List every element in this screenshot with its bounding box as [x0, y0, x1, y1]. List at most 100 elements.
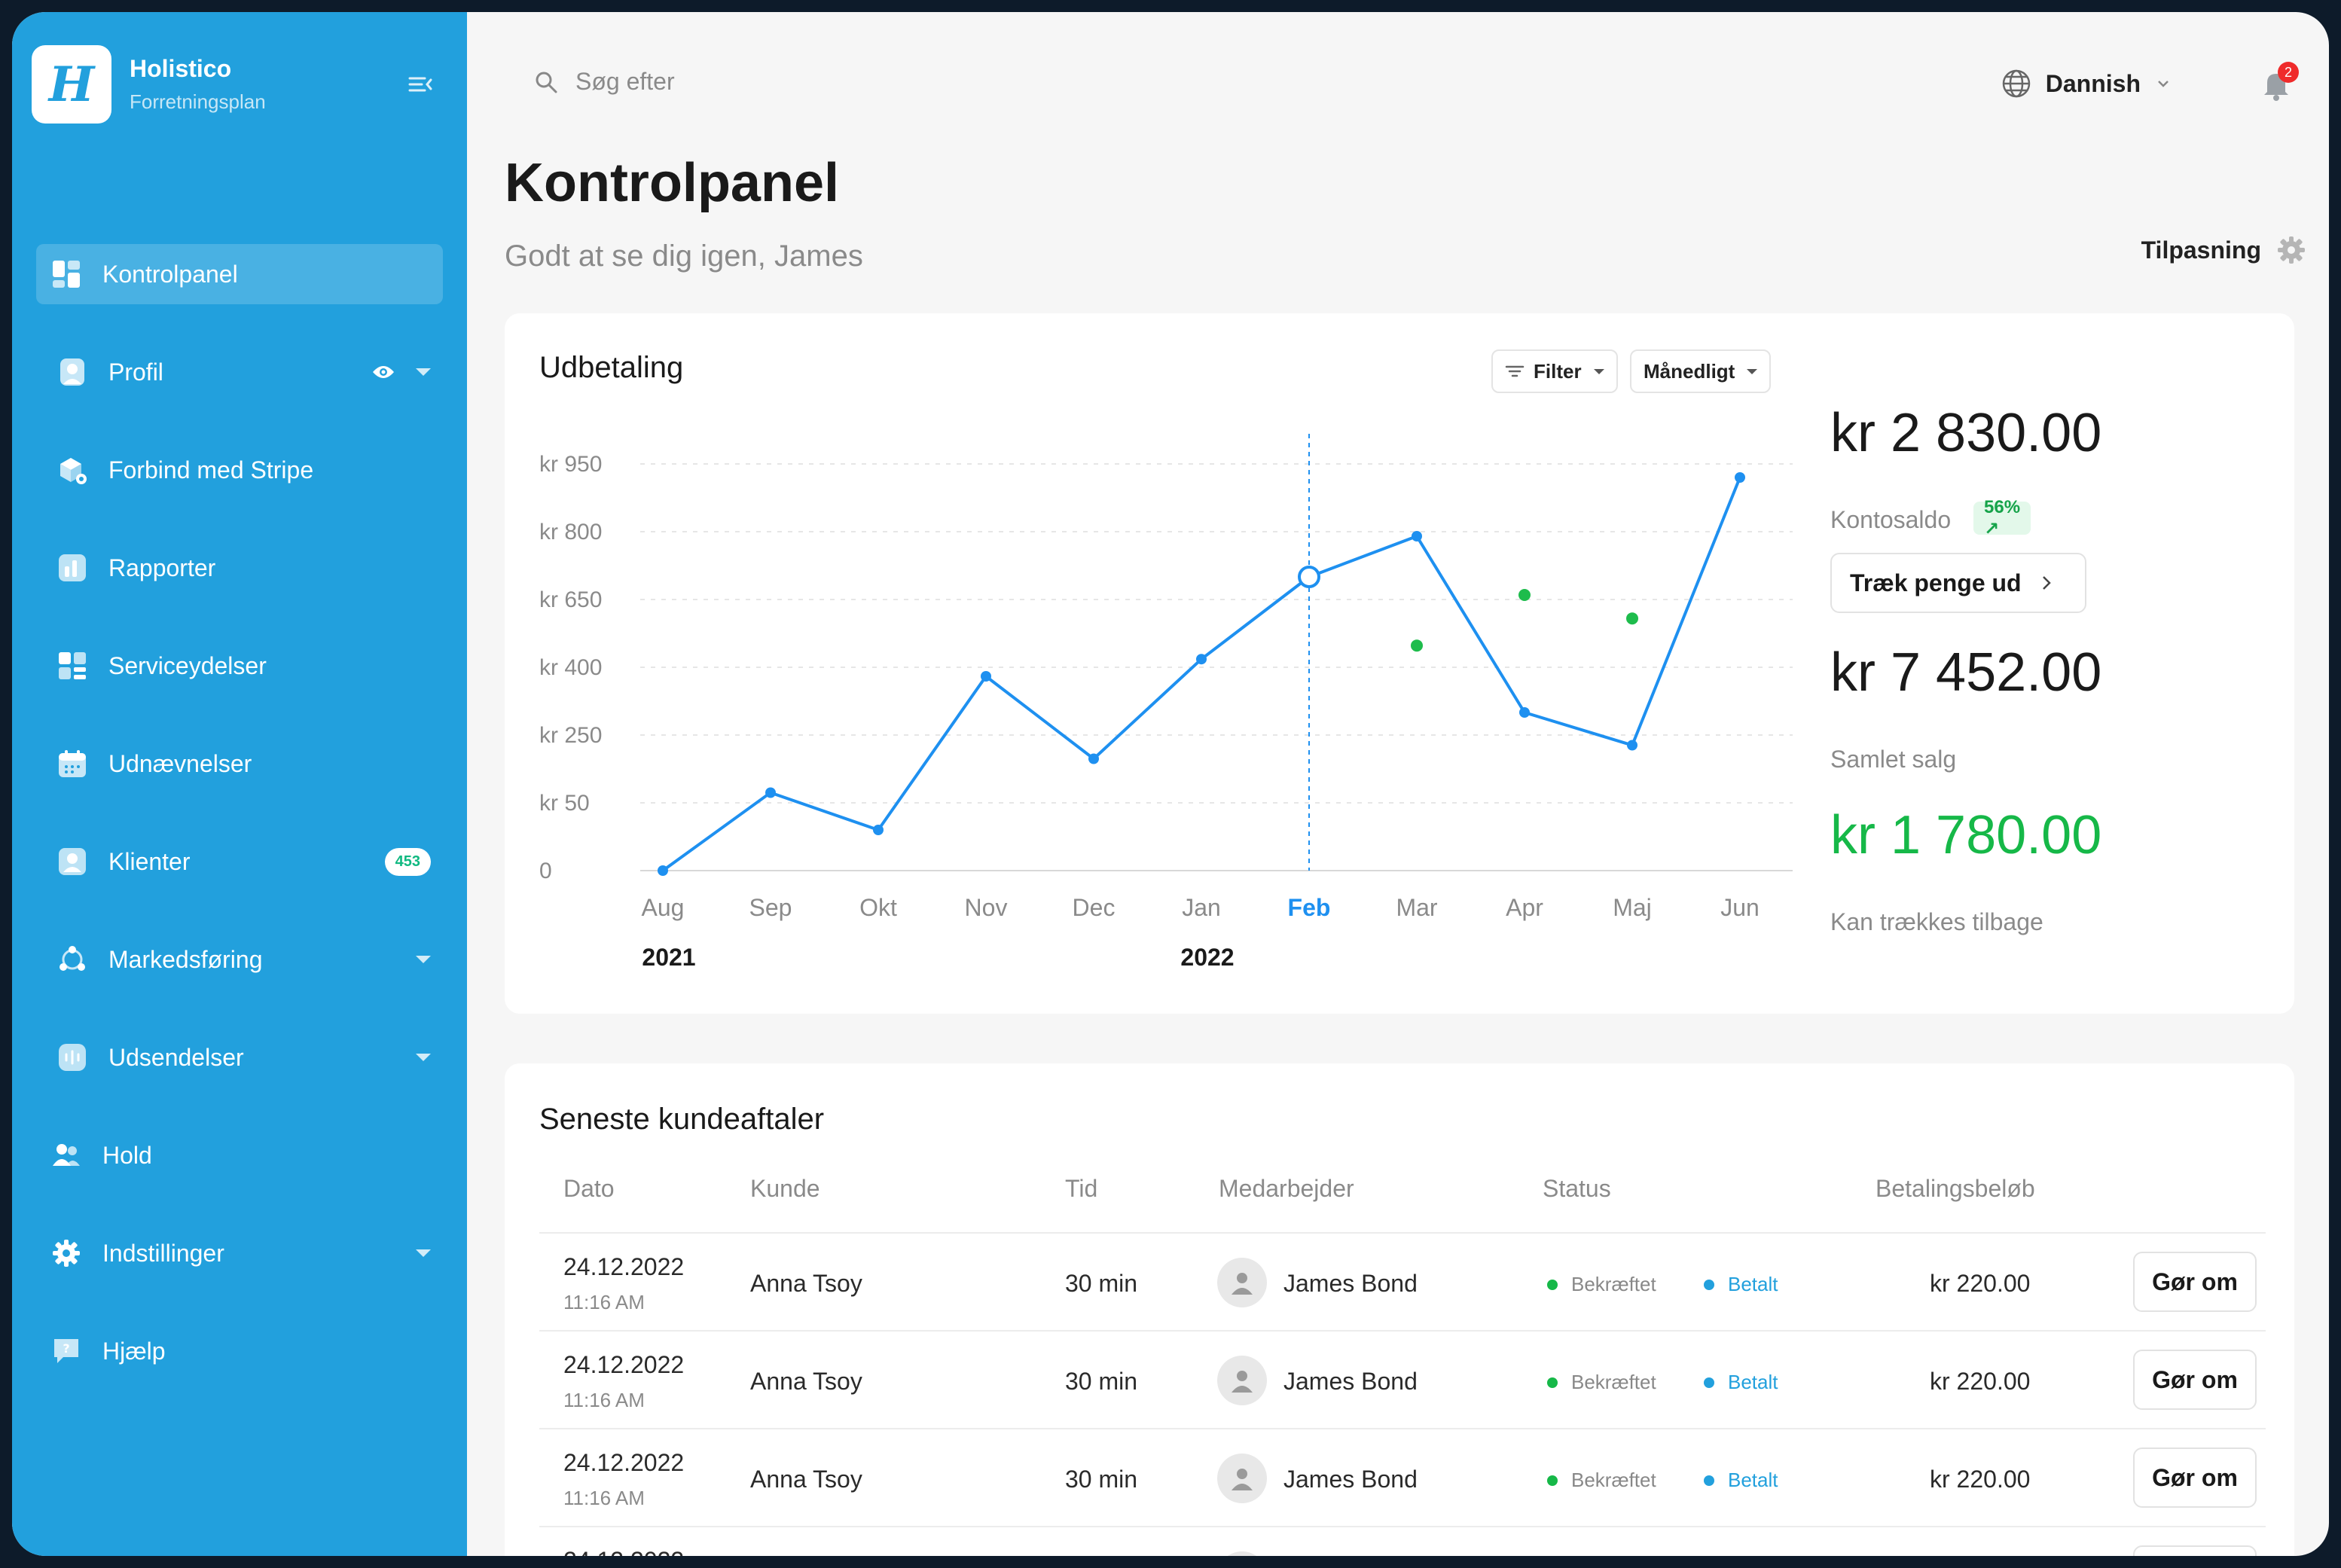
- sidebar-item-profil[interactable]: Profil: [36, 342, 443, 402]
- data-point: [873, 825, 884, 835]
- customize-button[interactable]: Tilpasning: [2141, 235, 2306, 265]
- sidebar-item-label: Indstillinger: [102, 1239, 224, 1267]
- page-subtitle: Godt at se dig igen, James: [505, 239, 863, 273]
- sidebar-nav: Kontrolpanel Profil Forbind med Stripe: [36, 244, 443, 1419]
- sidebar-item-hold[interactable]: Hold: [36, 1125, 443, 1185]
- table-row[interactable]: 24.12.2022: [539, 1526, 2266, 1556]
- stripe-icon: [57, 455, 87, 485]
- customize-label: Tilpasning: [2141, 236, 2261, 264]
- x-tick-label: Aug: [642, 894, 685, 921]
- sidebar-item-label: Kontrolpanel: [102, 260, 238, 288]
- row-client: Anna Tsoy: [750, 1270, 862, 1297]
- payment-badge: Betalt: [1704, 1469, 1778, 1492]
- sidebar-item-hjaelp[interactable]: ? Hjælp: [36, 1321, 443, 1381]
- row-time: 11:16 AM: [563, 1487, 645, 1509]
- table-row[interactable]: 24.12.2022 11:16 AM Anna Tsoy 30 min Jam…: [539, 1428, 2266, 1526]
- series-line: [661, 477, 1741, 872]
- sidebar-item-udsendelser[interactable]: Udsendelser: [36, 1027, 443, 1088]
- sidebar-item-label: Hold: [102, 1141, 152, 1169]
- collapse-menu-icon[interactable]: [405, 69, 435, 99]
- redo-button[interactable]: [2133, 1545, 2257, 1556]
- x-tick-label: Jan: [1182, 894, 1221, 921]
- data-point: [765, 787, 776, 798]
- y-tick-label: kr 250: [539, 723, 602, 748]
- chevron-down-icon: [1747, 368, 1758, 374]
- gear-icon: [2278, 236, 2305, 264]
- brand[interactable]: H Holistico Forretningsplan: [32, 45, 266, 124]
- eye-icon[interactable]: [372, 365, 395, 380]
- broadcast-icon: [57, 1042, 87, 1072]
- chevron-down-icon[interactable]: [416, 368, 431, 376]
- sidebar-item-label: Hjælp: [102, 1337, 166, 1365]
- row-date: 24.12.2022: [563, 1351, 685, 1378]
- chevron-down-icon[interactable]: [416, 956, 431, 963]
- avatar: [1217, 1551, 1267, 1556]
- row-date: 24.12.2022: [563, 1547, 684, 1556]
- total-sales-value: kr 7 452.00: [1830, 642, 2102, 703]
- payment-label: Betalt: [1728, 1273, 1778, 1295]
- column-header-staff: Medarbejder: [1219, 1175, 1354, 1202]
- sidebar-item-label: Rapporter: [108, 554, 216, 581]
- globe-icon: [2002, 69, 2031, 98]
- column-header-status: Status: [1543, 1175, 1611, 1202]
- chevron-down-icon: [2158, 81, 2169, 87]
- payment-dot: [1704, 1377, 1714, 1388]
- payment-dot: [1704, 1279, 1714, 1290]
- filter-button[interactable]: Filter: [1491, 349, 1618, 393]
- payment-label: Betalt: [1728, 1469, 1778, 1491]
- redo-button[interactable]: Gør om: [2133, 1448, 2257, 1508]
- y-tick-label: 0: [539, 859, 552, 883]
- clients-count-badge: 453: [384, 847, 431, 876]
- chevron-down-icon[interactable]: [416, 1054, 431, 1061]
- search-input[interactable]: Søg efter: [533, 68, 675, 96]
- payout-line-chart[interactable]: 0 kr 50 kr 250 kr 400 kr 650 kr 800 kr 950 Aug S…: [505, 313, 1800, 991]
- language-selector[interactable]: Dannish: [2001, 68, 2184, 99]
- row-duration: 30 min: [1065, 1270, 1138, 1297]
- chevron-down-icon: [1593, 368, 1604, 374]
- period-select[interactable]: Månedligt: [1630, 349, 1772, 393]
- sidebar-item-udnaevnelser[interactable]: Udnævnelser: [36, 734, 443, 794]
- column-header-client: Kunde: [750, 1175, 820, 1202]
- row-date: 24.12.2022: [563, 1253, 685, 1280]
- data-point: [1088, 753, 1099, 764]
- payment-badge: Betalt: [1704, 1371, 1778, 1394]
- data-point: [1412, 531, 1422, 541]
- row-amount: kr 220.00: [1930, 1270, 2031, 1297]
- brand-subtitle: Forretningsplan: [130, 90, 266, 113]
- table-row[interactable]: 24.12.2022 11:16 AM Anna Tsoy 30 min Jam…: [539, 1232, 2266, 1330]
- sidebar-item-serviceydelser[interactable]: Serviceydelser: [36, 636, 443, 696]
- sidebar-item-indstillinger[interactable]: Indstillinger: [36, 1223, 443, 1283]
- redo-button[interactable]: Gør om: [2133, 1350, 2257, 1410]
- balance-label: Kontosaldo: [1830, 506, 1952, 533]
- row-time: 11:16 AM: [563, 1389, 645, 1411]
- row-staff: James Bond: [1283, 1466, 1418, 1493]
- sidebar-item-kontrolpanel[interactable]: Kontrolpanel: [36, 244, 443, 304]
- redo-button[interactable]: Gør om: [2133, 1252, 2257, 1312]
- avatar: [1217, 1454, 1267, 1503]
- row-client: Anna Tsoy: [750, 1368, 862, 1395]
- row-date: 24.12.2022: [563, 1449, 685, 1476]
- notifications-button[interactable]: 2: [2258, 62, 2299, 102]
- appointments-card: Seneste kundeaftaler Dato Kunde Tid Meda…: [505, 1063, 2294, 1556]
- data-point: [1735, 472, 1745, 483]
- search-icon: [536, 72, 557, 93]
- marketing-icon: [57, 944, 87, 975]
- topbar: Søg efter Dannish 2: [467, 12, 2329, 110]
- chevron-down-icon[interactable]: [416, 1249, 431, 1257]
- row-time: 11:16 AM: [563, 1291, 645, 1313]
- payout-title: Udbetaling: [539, 351, 684, 384]
- sidebar-item-klienter[interactable]: Klienter 453: [36, 831, 443, 892]
- search-placeholder: Søg efter: [575, 68, 675, 95]
- balance-change-badge: 56% ↗: [1973, 497, 2031, 539]
- sidebar-item-stripe[interactable]: Forbind med Stripe: [36, 440, 443, 500]
- reports-icon: [57, 553, 87, 583]
- avatar: [1217, 1356, 1267, 1405]
- sidebar-item-rapporter[interactable]: Rapporter: [36, 538, 443, 598]
- withdraw-label: Træk penge ud: [1850, 569, 2022, 596]
- status-label: Bekræftet: [1571, 1469, 1656, 1491]
- withdraw-button[interactable]: Træk penge ud: [1830, 553, 2086, 613]
- sidebar-item-markedsforing[interactable]: Markedsføring: [36, 929, 443, 990]
- filter-label: Filter: [1534, 359, 1582, 383]
- services-icon: [57, 651, 87, 681]
- table-row[interactable]: 24.12.2022 11:16 AM Anna Tsoy 30 min Jam…: [539, 1330, 2266, 1428]
